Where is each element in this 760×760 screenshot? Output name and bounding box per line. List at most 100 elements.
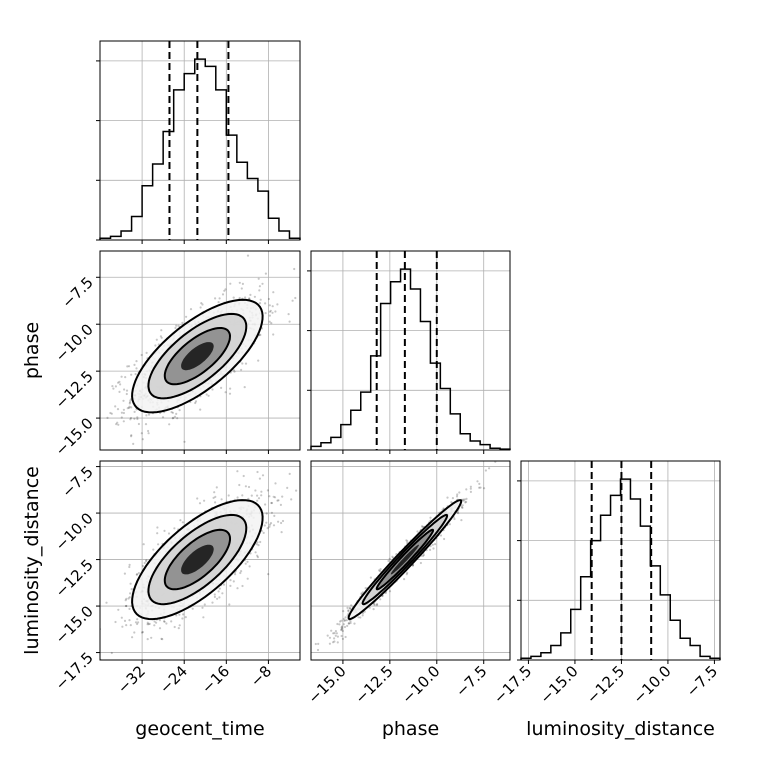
histogram-steps-geocent_time: [99, 58, 301, 240]
scatter-point: [456, 511, 459, 514]
scatter-point: [148, 622, 151, 626]
scatter-point: [158, 619, 161, 622]
scatter-point: [112, 387, 115, 390]
scatter-point: [384, 591, 387, 595]
scatter-point: [229, 584, 232, 588]
scatter-point: [109, 411, 112, 415]
scatter-point: [259, 298, 262, 301]
scatter-point: [157, 543, 160, 546]
scatter-point: [279, 503, 282, 506]
scatter-point: [340, 628, 343, 631]
scatter-point: [341, 629, 344, 633]
scatter-point: [458, 491, 461, 494]
scatter-point: [130, 588, 133, 591]
scatter-point: [133, 417, 136, 420]
scatter-point: [258, 285, 261, 288]
scatter-point: [238, 281, 241, 284]
scatter-point: [145, 559, 148, 562]
scatter-point: [140, 631, 144, 634]
scatter-point: [133, 631, 136, 634]
scatter-point: [312, 436, 314, 438]
scatter-point: [419, 561, 422, 565]
scatter-point: [344, 635, 347, 639]
scatter-point: [346, 606, 349, 610]
scatter-point: [216, 597, 219, 600]
scatter-point: [238, 483, 241, 487]
scatter-point: [462, 498, 465, 501]
scatter-point: [345, 619, 348, 622]
x-tick-label: −7.5: [683, 662, 721, 700]
scatter-point: [388, 557, 391, 561]
scatter-point: [116, 408, 120, 411]
scatter-point: [268, 495, 271, 498]
scatter-point: [199, 408, 202, 411]
scatter-point: [163, 620, 166, 623]
scatter-point: [360, 592, 363, 595]
y-tick-label: −10.0: [52, 509, 97, 554]
x-tick-label: −17.5: [490, 662, 535, 707]
scatter-point: [147, 432, 150, 435]
scatter-point: [175, 412, 178, 415]
scatter-point: [181, 617, 184, 620]
scatter-point: [132, 442, 135, 445]
scatter-point: [478, 486, 481, 489]
panel-frame: [99, 250, 301, 451]
scatter-point: [153, 624, 156, 627]
scatter-point: [263, 524, 266, 527]
scatter-point: [232, 369, 235, 372]
scatter-point: [465, 488, 468, 491]
scatter-point: [146, 621, 149, 624]
scatter-point: [333, 632, 336, 635]
scatter-point: [141, 438, 144, 441]
scatter-point: [116, 421, 119, 424]
scatter-point: [333, 637, 336, 640]
scatter-point: [133, 363, 136, 366]
joint-panel-geocent_time-luminosity_distance: [99, 436, 314, 661]
scatter-point: [256, 556, 259, 559]
scatter-point: [137, 621, 140, 624]
scatter-point: [147, 623, 150, 626]
scatter-point: [150, 468, 152, 470]
panel-frame: [520, 460, 721, 661]
scatter-point: [288, 472, 291, 475]
scatter-point: [379, 570, 382, 573]
scatter-point: [120, 616, 123, 619]
scatter-point: [130, 373, 133, 376]
scatter-point: [239, 571, 242, 575]
scatter-point: [135, 367, 138, 370]
scatter-point: [218, 596, 221, 599]
scatter-point: [175, 614, 178, 617]
scatter-point: [241, 494, 244, 497]
scatter-point: [379, 598, 382, 601]
scatter-point: [118, 380, 121, 383]
scatter-point: [129, 399, 132, 402]
scatter-point: [125, 604, 128, 608]
scatter-point: [191, 607, 194, 610]
scatter-point: [332, 641, 335, 644]
scatter-point: [336, 641, 339, 644]
scatter-point: [290, 498, 293, 501]
scatter-point: [343, 625, 347, 629]
scatter-point: [349, 621, 352, 625]
scatter-point: [128, 405, 131, 408]
scatter-point: [121, 625, 124, 628]
scatter-point: [448, 523, 451, 526]
scatter-point: [463, 498, 466, 501]
scatter-point: [222, 583, 226, 586]
density-contour: [390, 544, 419, 575]
scatter-point: [145, 351, 148, 354]
scatter-point: [334, 630, 337, 633]
scatter-point: [246, 577, 249, 580]
scatter-point: [137, 422, 140, 426]
scatter-point: [205, 393, 208, 396]
scatter-point: [340, 628, 343, 632]
scatter-point: [388, 590, 392, 593]
scatter-point: [461, 504, 464, 507]
scatter-point: [124, 604, 128, 608]
scatter-point: [111, 385, 114, 388]
scatter-point: [221, 293, 225, 296]
scatter-point: [265, 512, 268, 515]
scatter-point: [316, 648, 320, 652]
scatter-point: [307, 670, 309, 672]
scatter-point: [171, 411, 174, 414]
